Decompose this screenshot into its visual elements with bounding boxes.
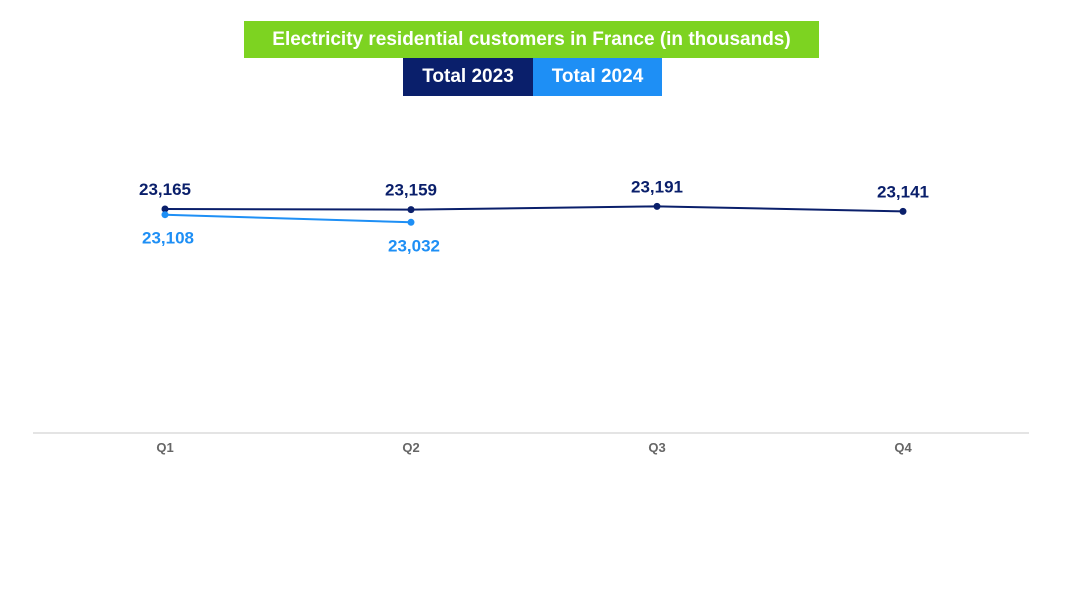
- data-label-total-2023-q1: 23,165: [139, 180, 191, 199]
- chart-title: Electricity residential customers in Fra…: [244, 21, 819, 58]
- data-label-total-2024-q2: 23,032: [388, 236, 440, 255]
- data-point-total-2024-q2: [407, 218, 415, 226]
- legend-item-total-2024: Total 2024: [533, 58, 662, 96]
- x-tick-label-q1: Q1: [156, 440, 173, 455]
- data-point-total-2023-q1: [161, 205, 169, 213]
- chart-legend: Total 2023 Total 2024: [403, 58, 662, 96]
- x-tick-label-q3: Q3: [648, 440, 665, 455]
- data-label-total-2023-q2: 23,159: [385, 181, 437, 200]
- data-label-total-2024-q1: 23,108: [142, 229, 194, 248]
- series-layer: 23,165 23,159 23,191 23,141 23,108 23,032: [139, 177, 929, 255]
- series-line-total-2023: [164, 205, 904, 213]
- data-point-total-2023-q4: [899, 207, 907, 215]
- data-point-total-2024-q1: [161, 211, 169, 219]
- data-label-total-2023-q4: 23,141: [877, 182, 929, 201]
- x-tick-label-q4: Q4: [894, 440, 912, 455]
- legend-item-total-2023: Total 2023: [403, 58, 533, 96]
- series-total-2023: 23,165 23,159 23,191 23,141: [139, 177, 929, 215]
- data-point-total-2023-q2: [407, 206, 415, 214]
- data-label-total-2023-q3: 23,191: [631, 177, 683, 196]
- series-line-total-2024: [164, 213, 412, 224]
- x-tick-label-q2: Q2: [402, 440, 419, 455]
- category-axis: Q1 Q2 Q3 Q4: [156, 440, 912, 455]
- data-point-total-2023-q3: [653, 202, 661, 210]
- series-total-2024: 23,108 23,032: [142, 211, 440, 255]
